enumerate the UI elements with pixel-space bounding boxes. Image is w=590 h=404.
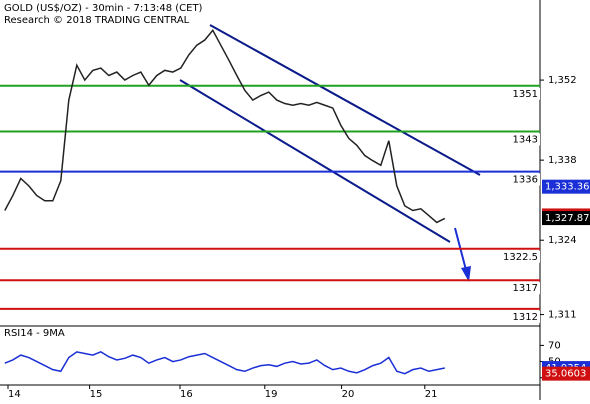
rsi-tick-label: 70 (548, 340, 561, 351)
level-label-bg (500, 250, 540, 263)
chart-subtitle: Research © 2018 TRADING CENTRAL (4, 15, 190, 26)
rsi-title: RSI14 - 9MA (4, 328, 65, 339)
channel-lower (179, 79, 451, 243)
channel-upper (209, 24, 481, 176)
level-label: 1317 (513, 283, 538, 294)
price-tag (542, 211, 590, 226)
level-label: 1351 (513, 89, 538, 100)
price-tag-label: 1,327.87 (545, 213, 590, 224)
chart-title: GOLD (US$/OZ) - 30min - 7:13:48 (CET) (4, 3, 203, 14)
x-tick-label: 15 (90, 389, 103, 400)
level-label-bg (500, 310, 540, 323)
x-tick-label: 21 (425, 389, 438, 400)
x-tick-label: 20 (342, 389, 355, 400)
level-label: 1336 (513, 175, 538, 186)
forecast-arrowhead (461, 266, 471, 282)
x-tick-label: 19 (265, 389, 278, 400)
level-label-bg (500, 282, 540, 295)
y-tick-label: 1,338 (548, 155, 577, 166)
level-label-bg (500, 173, 540, 186)
level-label-bg (500, 133, 540, 146)
x-tick-label: 16 (180, 389, 193, 400)
price-tag (542, 179, 590, 194)
rsi-line (4, 351, 445, 375)
y-tick-label: 1,324 (548, 235, 577, 246)
y-tick-label: 1,352 (548, 75, 577, 86)
level-label: 1322.5 (503, 252, 538, 263)
rsi-tag (542, 366, 590, 381)
y-tick-label: 1,311 (548, 310, 577, 321)
price-line (4, 28, 446, 224)
level-label: 1312 (513, 312, 538, 323)
x-tick-label: 14 (8, 389, 21, 400)
level-label: 1343 (513, 135, 538, 146)
rsi-tag-label: 35.0603 (545, 369, 586, 380)
level-label-bg (500, 87, 540, 100)
price-tag-label: 1,333.36 (545, 182, 590, 193)
